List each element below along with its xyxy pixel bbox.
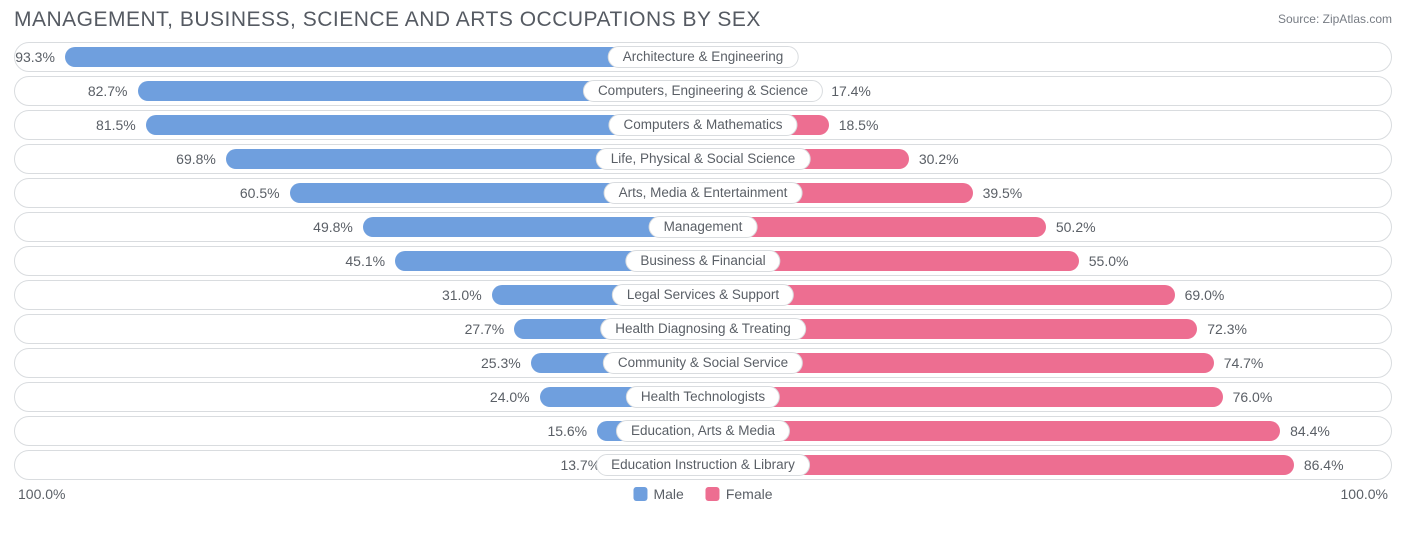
female-value-label: 18.5% (839, 117, 879, 133)
chart-row: 15.6% 84.4% Education, Arts & Media (14, 416, 1392, 446)
legend-item-male: Male (633, 486, 683, 502)
chart-row: 31.0% 69.0% Legal Services & Support (14, 280, 1392, 310)
chart-title: MANAGEMENT, BUSINESS, SCIENCE AND ARTS O… (14, 8, 761, 32)
chart-row: 81.5% 18.5% Computers & Mathematics (14, 110, 1392, 140)
source-prefix: Source: (1278, 12, 1323, 26)
female-value-label: 76.0% (1233, 389, 1273, 405)
category-label: Computers, Engineering & Science (583, 80, 823, 102)
chart-row: 69.8% 30.2% Life, Physical & Social Scienc… (14, 144, 1392, 174)
chart-row: 27.7% 72.3% Health Diagnosing & Treating (14, 314, 1392, 344)
category-label: Education Instruction & Library (596, 454, 810, 476)
male-value-label: 24.0% (490, 389, 530, 405)
category-label: Education, Arts & Media (616, 420, 790, 442)
row-track: 24.0% 76.0% Health Technologists (19, 387, 1387, 407)
female-value-label: 86.4% (1304, 457, 1344, 473)
chart-row: 82.7% 17.4% Computers, Engineering & Scien… (14, 76, 1392, 106)
legend-swatch-male (633, 487, 647, 501)
female-value-label: 39.5% (983, 185, 1023, 201)
row-track: 82.7% 17.4% Computers, Engineering & Scien… (19, 81, 1387, 101)
legend-label-female: Female (726, 486, 773, 502)
male-value-label: 60.5% (240, 185, 280, 201)
female-bar (702, 387, 1223, 407)
category-label: Community & Social Service (603, 352, 803, 374)
male-value-label: 69.8% (176, 151, 216, 167)
chart-row: 45.1% 55.0% Business & Financial (14, 246, 1392, 276)
chart-row: 93.3%6.7%Architecture & Engineering (14, 42, 1392, 72)
category-label: Arts, Media & Entertainment (604, 182, 803, 204)
category-label: Business & Financial (625, 250, 780, 272)
category-label: Architecture & Engineering (608, 46, 799, 68)
male-value-label: 27.7% (465, 321, 505, 337)
female-value-label: 50.2% (1056, 219, 1096, 235)
female-value-label: 30.2% (919, 151, 959, 167)
category-label: Management (649, 216, 758, 238)
chart-rows: 93.3%6.7%Architecture & Engineering 82.7%… (14, 42, 1392, 480)
row-track: 45.1% 55.0% Business & Financial (19, 251, 1387, 271)
female-value-label: 74.7% (1224, 355, 1264, 371)
category-label: Health Technologists (626, 386, 780, 408)
row-track: 69.8% 30.2% Life, Physical & Social Scienc… (19, 149, 1387, 169)
row-track: 13.7% 86.4% Education Instruction & Librar… (19, 455, 1387, 475)
legend-swatch-female (706, 487, 720, 501)
female-value-label: 69.0% (1185, 287, 1225, 303)
chart-row: 60.5% 39.5% Arts, Media & Entertainment (14, 178, 1392, 208)
male-value-label: 45.1% (345, 253, 385, 269)
female-value-label: 84.4% (1290, 423, 1330, 439)
source-name: ZipAtlas.com (1323, 12, 1392, 26)
row-track: 60.5% 39.5% Arts, Media & Entertainment (19, 183, 1387, 203)
chart-row: 24.0% 76.0% Health Technologists (14, 382, 1392, 412)
male-value-label: 93.3% (15, 49, 55, 65)
diverging-bar-chart: MANAGEMENT, BUSINESS, SCIENCE AND ARTS O… (0, 0, 1406, 559)
row-track: 15.6% 84.4% Education, Arts & Media (19, 421, 1387, 441)
male-value-label: 13.7% (560, 457, 600, 473)
axis-row: 100.0% Male Female 100.0% (14, 486, 1392, 502)
male-value-label: 49.8% (313, 219, 353, 235)
chart-source: Source: ZipAtlas.com (1278, 12, 1392, 26)
male-value-label: 81.5% (96, 117, 136, 133)
axis-left-label: 100.0% (18, 486, 65, 502)
row-track: 25.3% 74.7% Community & Social Service (19, 353, 1387, 373)
legend-label-male: Male (653, 486, 683, 502)
chart-row: 49.8% 50.2% Management (14, 212, 1392, 242)
male-value-label: 82.7% (88, 83, 128, 99)
female-value-label: 72.3% (1207, 321, 1247, 337)
chart-row: 13.7% 86.4% Education Instruction & Librar… (14, 450, 1392, 480)
male-value-label: 25.3% (481, 355, 521, 371)
chart-row: 25.3% 74.7% Community & Social Service (14, 348, 1392, 378)
row-track: 31.0% 69.0% Legal Services & Support (19, 285, 1387, 305)
category-label: Life, Physical & Social Science (596, 148, 811, 170)
category-label: Legal Services & Support (612, 284, 794, 306)
legend-item-female: Female (706, 486, 773, 502)
row-track: 49.8% 50.2% Management (19, 217, 1387, 237)
row-track: 27.7% 72.3% Health Diagnosing & Treating (19, 319, 1387, 339)
female-value-label: 17.4% (831, 83, 871, 99)
category-label: Computers & Mathematics (608, 114, 797, 136)
row-track: 81.5% 18.5% Computers & Mathematics (19, 115, 1387, 135)
male-value-label: 31.0% (442, 287, 482, 303)
chart-header: MANAGEMENT, BUSINESS, SCIENCE AND ARTS O… (14, 8, 1392, 32)
axis-right-label: 100.0% (1341, 486, 1388, 502)
row-track: 93.3%6.7%Architecture & Engineering (19, 47, 1387, 67)
category-label: Health Diagnosing & Treating (600, 318, 806, 340)
female-value-label: 55.0% (1089, 253, 1129, 269)
male-value-label: 15.6% (547, 423, 587, 439)
legend: Male Female (633, 486, 772, 502)
